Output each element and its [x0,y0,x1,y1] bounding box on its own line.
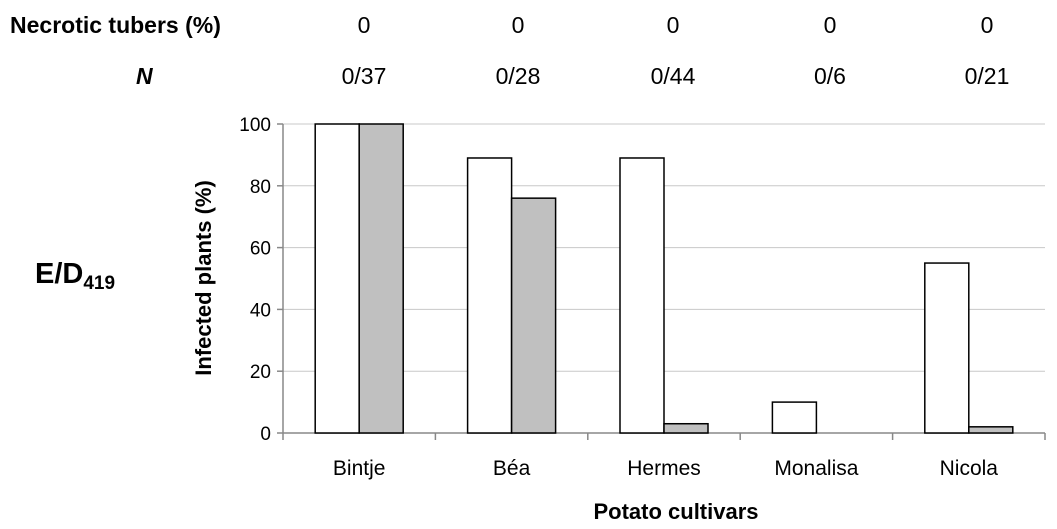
x-category-label: Monalisa [774,457,858,480]
bar-nicola-series-2 [968,426,1014,434]
n-value-bea: 0/28 [495,63,541,89]
bars [314,123,1014,434]
necrotic-value-nicola: 0 [980,12,994,38]
n-value-monalisa: 0/6 [814,63,846,89]
panel-label-subscript: 419 [83,273,116,294]
x-category-label: Bintje [333,457,386,480]
y-tick-label: 100 [239,115,271,136]
y-tick-label: 60 [250,239,271,260]
y-tick-label: 80 [250,177,271,198]
n-value-nicola: 0/21 [964,63,1010,89]
y-axis-title: Infected plants (%) [191,180,216,376]
panel-label: E/D419 [35,258,115,295]
y-tick-label: 0 [260,424,271,445]
necrotic-tubers-label: Necrotic tubers (%) [10,12,221,38]
x-category-label: Nicola [940,457,999,480]
bar-ba-series-1 [466,157,513,434]
y-tick-label: 20 [250,362,271,383]
n-value-hermes: 0/44 [650,63,696,89]
x-axis-title: Potato cultivars [593,499,758,524]
bar-bintje-series-2 [358,123,404,434]
necrotic-value-monalisa: 0 [823,12,837,38]
n-label: N [136,63,153,89]
bar-bintje-series-1 [314,123,360,434]
bar-ba-series-2 [510,197,557,434]
bar-hermes-series-2 [663,422,709,434]
n-value-bintje: 0/37 [341,63,387,89]
panel-label-main: E/D [35,258,84,290]
tick-labels: 0 20 40 60 80 100 Bintje Béa Hermes Monalisa Nicol… [239,115,998,480]
bar-hermes-series-1 [619,157,665,434]
bar-nicola-series-1 [924,262,970,434]
y-tick-label: 40 [250,300,271,321]
bar-monalisa-series-1 [771,401,818,434]
necrotic-value-bintje: 0 [357,12,371,38]
x-category-label: Hermes [627,457,701,480]
necrotic-value-hermes: 0 [666,12,680,38]
x-category-label: Béa [493,457,531,480]
necrotic-value-bea: 0 [511,12,525,38]
